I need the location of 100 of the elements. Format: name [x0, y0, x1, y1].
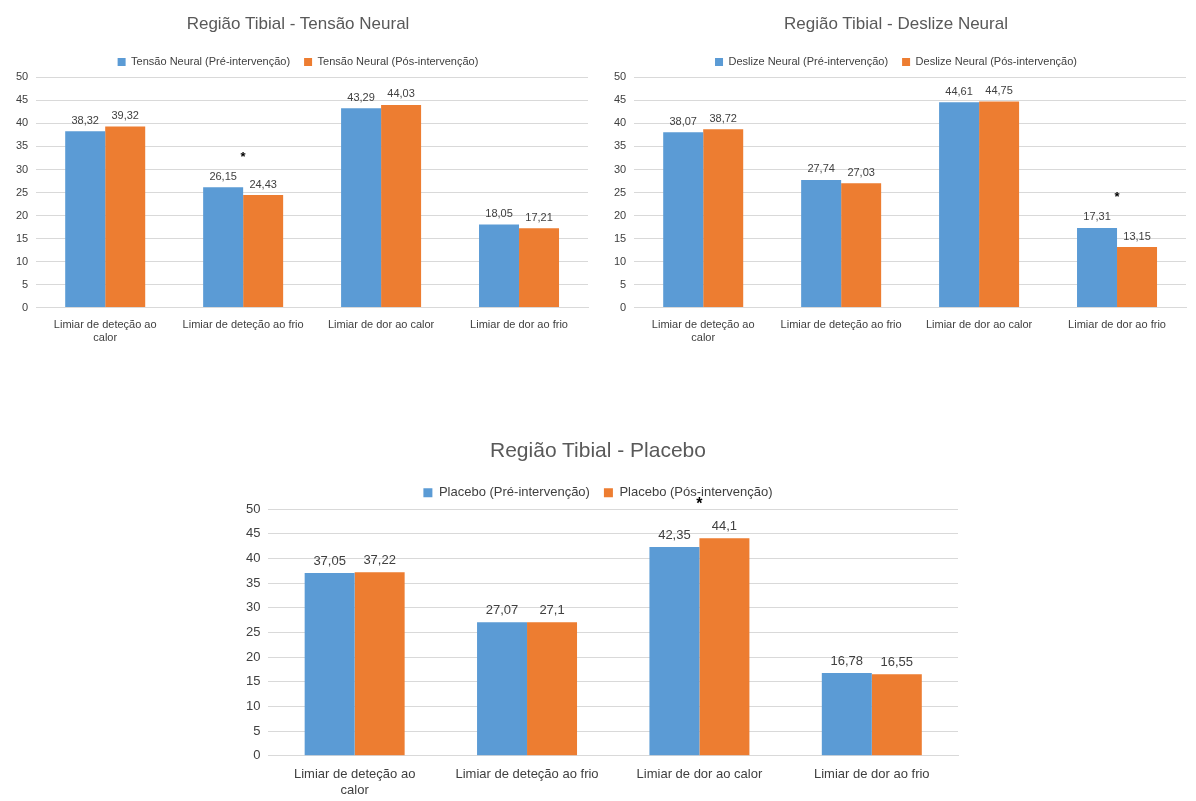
data-label: 38,32 — [71, 113, 99, 126]
data-label: 37,05 — [313, 553, 346, 569]
chart-title: Região Tibial - Deslize Neural — [784, 13, 1008, 33]
bar — [663, 132, 704, 308]
data-label: 27,1 — [539, 602, 565, 618]
y-tick-label: 40 — [245, 550, 261, 566]
y-tick-label: 35 — [613, 139, 627, 152]
y-tick-label: 15 — [613, 231, 627, 244]
y-tick-label: 25 — [613, 185, 627, 198]
y-tick-label: 0 — [253, 747, 261, 763]
data-label: 13,15 — [1123, 229, 1151, 242]
x-tick-label: Limiar de dor ao frio — [470, 318, 568, 331]
y-tick-label: 25 — [245, 624, 261, 640]
x-tick-label: Limiar de deteção ao frio — [455, 766, 599, 782]
y-tick-label: 45 — [613, 93, 627, 106]
bar — [801, 179, 842, 308]
chart-title: Região Tibial - Placebo — [490, 438, 706, 462]
bar — [519, 228, 560, 308]
data-label: 27,74 — [807, 162, 835, 175]
x-tick-label: Limiar de deteção ao calor — [53, 318, 157, 344]
bar — [479, 224, 520, 308]
bar — [304, 573, 355, 756]
bar — [649, 546, 700, 756]
y-tick-label: 35 — [245, 574, 261, 590]
x-tick-label: Limiar de dor ao calor — [925, 318, 1033, 331]
data-label: 44,75 — [985, 84, 1013, 97]
x-tick-label: Limiar de deteção ao frio — [780, 318, 902, 331]
y-tick-label: 20 — [15, 208, 29, 221]
bar — [979, 101, 1020, 308]
annotation: * — [240, 148, 247, 164]
bar — [871, 674, 922, 756]
x-tick-label: Limiar de dor ao frio — [813, 766, 930, 782]
data-label: 17,31 — [1083, 210, 1111, 223]
y-tick-label: 10 — [15, 254, 29, 267]
bar — [243, 195, 284, 308]
legend-label: Deslize Neural (Pós-intervenção) — [915, 54, 1077, 67]
x-tick-label: Limiar de deteção ao calor — [293, 766, 416, 797]
data-label: 44,61 — [945, 84, 973, 97]
chart-title: Região Tibial - Tensão Neural — [186, 13, 410, 33]
data-label: 24,43 — [249, 177, 277, 190]
y-tick-label: 45 — [245, 525, 261, 541]
bar — [841, 183, 882, 308]
y-tick-label: 25 — [15, 185, 29, 198]
y-tick-label: 35 — [15, 139, 29, 152]
bar — [477, 622, 528, 756]
bar — [381, 104, 422, 308]
data-label: 43,29 — [347, 90, 375, 103]
data-label: 17,21 — [525, 210, 553, 223]
x-tick-label: Limiar de deteção ao calor — [651, 318, 755, 344]
data-label: 38,07 — [669, 114, 697, 127]
bar — [939, 102, 980, 308]
y-tick-label: 50 — [245, 500, 261, 516]
bar — [1117, 247, 1158, 308]
x-tick-label: Limiar de dor ao calor — [636, 766, 763, 782]
data-label: 26,15 — [209, 169, 237, 182]
legend-label: Placebo (Pré-intervenção) — [438, 484, 590, 500]
y-tick-label: 30 — [613, 162, 627, 175]
y-tick-label: 50 — [15, 70, 29, 83]
y-tick-label: 0 — [620, 300, 627, 313]
data-label: 39,32 — [111, 109, 139, 122]
y-tick-label: 5 — [620, 277, 627, 290]
data-label: 44,03 — [387, 87, 415, 100]
bar — [821, 673, 872, 756]
bar — [203, 187, 244, 308]
data-label: 37,22 — [363, 552, 396, 568]
data-label: 44,1 — [711, 518, 738, 534]
x-tick-label: Limiar de dor ao calor — [327, 318, 435, 331]
x-tick-label: Limiar de dor ao frio — [1068, 318, 1166, 331]
data-label: 27,03 — [847, 165, 875, 178]
y-tick-label: 15 — [15, 231, 29, 244]
data-label: 16,55 — [880, 654, 914, 670]
y-tick-label: 5 — [253, 722, 261, 738]
y-tick-label: 45 — [15, 93, 29, 106]
bar — [1077, 227, 1118, 308]
legend-label: Tensão Neural (Pré-intervenção) — [131, 54, 291, 67]
bar — [699, 538, 750, 756]
bar — [354, 572, 405, 756]
y-tick-label: 40 — [15, 116, 29, 129]
legend-label: Tensão Neural (Pós-intervenção) — [317, 54, 479, 67]
y-tick-label: 30 — [245, 599, 261, 615]
x-tick-label: Limiar de deteção ao frio — [182, 318, 304, 331]
y-tick-label: 15 — [245, 673, 261, 689]
data-label: 42,35 — [658, 527, 691, 543]
bar — [105, 126, 146, 308]
y-tick-label: 10 — [613, 254, 627, 267]
bar — [341, 108, 382, 308]
y-tick-label: 20 — [245, 648, 261, 664]
bar — [65, 131, 106, 308]
data-label: 27,07 — [485, 602, 519, 618]
annotation: * — [696, 494, 704, 512]
y-tick-label: 20 — [613, 208, 627, 221]
legend-label: Deslize Neural (Pré-intervenção) — [728, 54, 889, 67]
y-tick-label: 50 — [613, 70, 627, 83]
y-tick-label: 40 — [613, 116, 627, 129]
data-label: 38,72 — [709, 111, 737, 124]
bar — [703, 129, 744, 308]
annotation: * — [1114, 189, 1121, 205]
data-label: 18,05 — [485, 207, 513, 220]
y-tick-label: 30 — [15, 162, 29, 175]
y-tick-label: 5 — [22, 277, 29, 290]
